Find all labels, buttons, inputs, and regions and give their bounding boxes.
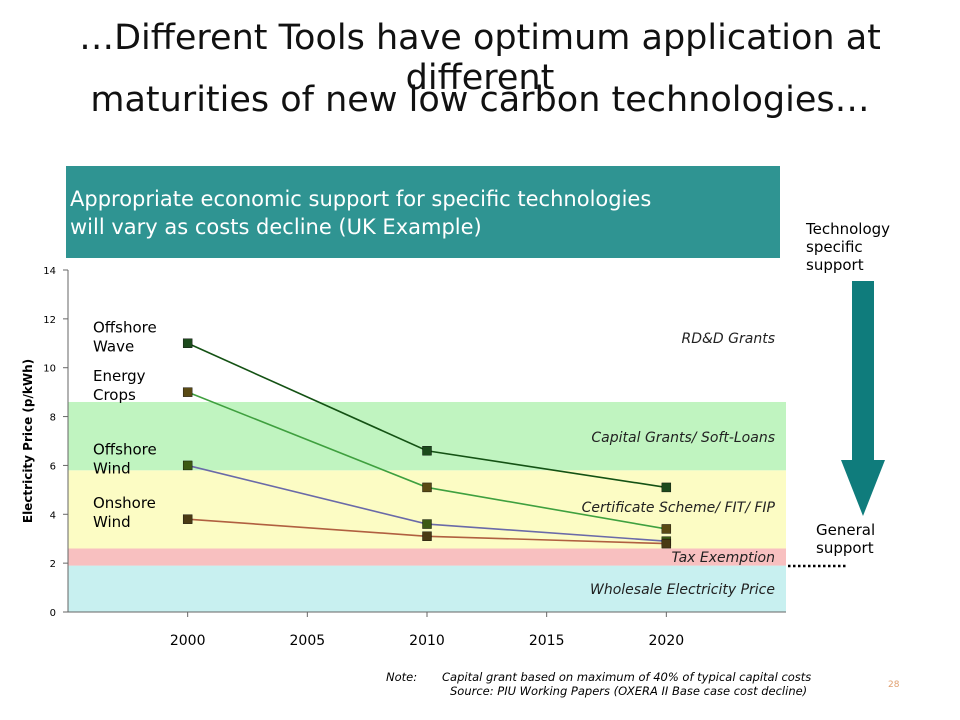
series-label-energy-crops-2: Crops [93, 386, 136, 404]
band-label-capital-grants-soft-loans: Capital Grants/ Soft-Loans [591, 430, 775, 446]
point-energy-crops-2010 [422, 482, 432, 493]
point-energy-crops-2000 [182, 387, 193, 397]
chart-note: Note: Capital grant based on maximum of 4… [386, 670, 811, 698]
x-tick-label-2005: 2005 [290, 633, 326, 649]
x-tick-label-2010: 2010 [409, 633, 445, 649]
band-capital-grants-soft-loans [68, 401, 786, 471]
slide-title-line-1: …Different Tools have optimum applicatio… [79, 18, 881, 98]
y-tick-label-10: 10 [43, 364, 56, 375]
series-label-offshore-wave-2: Wave [93, 337, 134, 355]
point-offshore-wave-2000 [182, 338, 193, 348]
band-label-rd-d-grants: RD&D Grants [682, 331, 776, 347]
y-tick-label-2: 2 [50, 559, 56, 570]
series-label-energy-crops-1: Energy [93, 367, 146, 385]
x-tick-label-2000: 2000 [170, 633, 206, 649]
series-label-onshore-wind-1: Onshore [93, 494, 156, 512]
note-label: Note: [386, 670, 418, 684]
general-support-label: General support [816, 521, 876, 557]
point-offshore-wind-2010 [422, 519, 432, 529]
y-tick-label-12: 12 [43, 315, 56, 326]
support-arrow-shaft [852, 281, 874, 461]
point-offshore-wave-2010 [422, 446, 432, 456]
band-rd-d-grants [68, 270, 786, 402]
technology-specific-support-label: Technology specific support [806, 220, 891, 274]
x-tick-label-2015: 2015 [529, 633, 565, 649]
series-label-onshore-wind-2: Wind [93, 513, 131, 531]
source-text: Source: PIU Working Papers (OXERA II Bas… [450, 684, 808, 698]
slide-title-line-2: maturities of new low carbon technologie… [90, 80, 870, 120]
band-label-tax-exemption: Tax Exemption [672, 550, 775, 566]
point-onshore-wind-2010 [422, 531, 432, 541]
y-tick-label-6: 6 [50, 461, 56, 472]
point-onshore-wind-2020 [661, 538, 672, 549]
subtitle-text: Appropriate economic support for specifi… [70, 185, 790, 241]
band-tax-exemption [68, 548, 786, 566]
series-label-offshore-wind-1: Offshore [93, 440, 157, 458]
subtitle-line-2: will vary as costs decline (UK Example) [70, 215, 482, 239]
subtitle-banner [66, 166, 780, 258]
point-energy-crops-2020 [661, 524, 672, 534]
subtitle-line-1: Appropriate economic support for specifi… [70, 187, 652, 211]
y-axis-title: Electricity Price (p/kWh) [21, 359, 35, 523]
band-label-certificate-scheme-fit-fip: Certificate Scheme/ FIT/ FIP [582, 500, 776, 516]
page-number: 28 [888, 680, 900, 690]
band-wholesale-electricity-price [68, 565, 786, 612]
series-label-offshore-wave-1: Offshore [93, 318, 157, 336]
y-tick-label-8: 8 [50, 413, 56, 424]
support-arrow-head [841, 460, 885, 516]
y-tick-label-14: 14 [43, 266, 56, 277]
point-onshore-wind-2000 [182, 514, 193, 524]
point-offshore-wave-2020 [661, 482, 672, 493]
point-offshore-wind-2000 [182, 460, 193, 471]
note-text: Capital grant based on maximum of 40% of… [442, 670, 812, 684]
y-tick-label-4: 4 [50, 510, 56, 521]
x-tick-label-2020: 2020 [649, 633, 685, 649]
series-label-offshore-wind-2: Wind [93, 459, 131, 477]
band-label-wholesale-electricity-price: Wholesale Electricity Price [590, 582, 775, 598]
y-tick-label-0: 0 [50, 608, 56, 619]
